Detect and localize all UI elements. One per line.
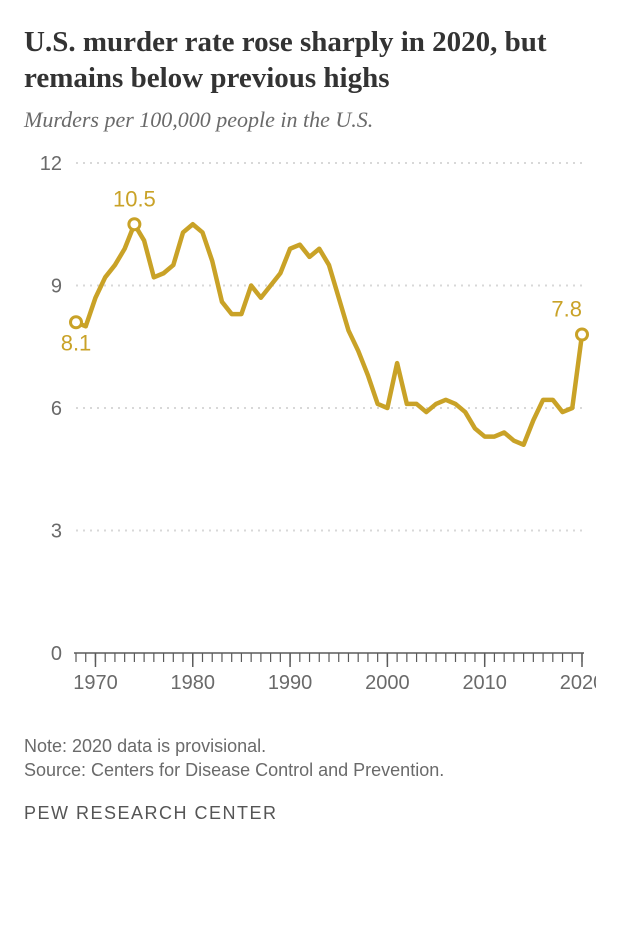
data-marker: [71, 316, 82, 327]
chart-title: U.S. murder rate rose sharply in 2020, b…: [24, 24, 596, 97]
y-tick-label: 6: [51, 398, 62, 420]
chart-container: 0 3 6 9 12 1970 1980 1990 2000 2010 2020 8.1 10.5 7.8: [24, 153, 596, 718]
source-line: Source: Centers for Disease Control and …: [24, 760, 596, 781]
x-tick-label: 1980: [171, 672, 216, 694]
org-credit: PEW RESEARCH CENTER: [24, 803, 596, 824]
data-annotation: 7.8: [551, 296, 582, 321]
data-annotation: 10.5: [113, 186, 156, 211]
y-tick-label: 9: [51, 275, 62, 297]
y-tick-label: 0: [51, 643, 62, 665]
y-tick-label: 12: [40, 153, 62, 175]
y-tick-label: 3: [51, 520, 62, 542]
data-annotation: 8.1: [61, 330, 92, 355]
x-tick-label: 2020: [560, 672, 596, 694]
x-tick-label: 1990: [268, 672, 313, 694]
line-chart: 0 3 6 9 12 1970 1980 1990 2000 2010 2020 8.1 10.5 7.8: [24, 153, 596, 713]
data-line: [76, 224, 582, 445]
x-tick-label: 2010: [462, 672, 507, 694]
chart-subtitle: Murders per 100,000 people in the U.S.: [24, 107, 596, 133]
x-tick-label: 2000: [365, 672, 410, 694]
x-tick-label: 1970: [73, 672, 118, 694]
footnote: Note: 2020 data is provisional.: [24, 736, 596, 757]
data-marker: [577, 329, 588, 340]
data-marker: [129, 218, 140, 229]
